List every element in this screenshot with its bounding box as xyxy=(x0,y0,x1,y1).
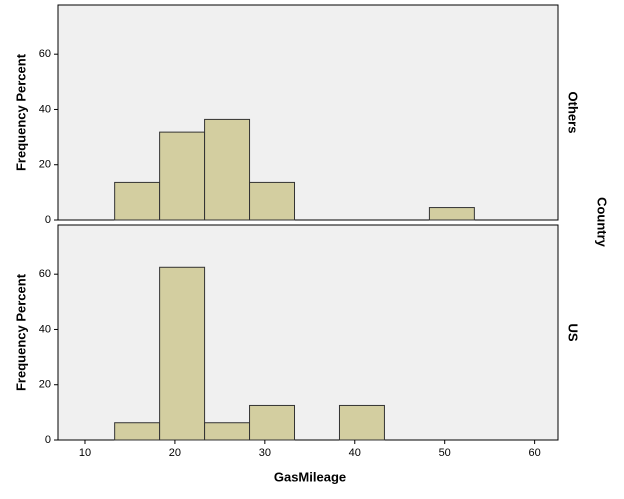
bar xyxy=(249,181,296,221)
bar xyxy=(159,131,206,221)
bar xyxy=(249,404,296,441)
bar xyxy=(114,422,161,441)
y-axis-title: Frequency Percent xyxy=(13,273,28,391)
bar xyxy=(428,207,475,221)
y-tick-label: 40 xyxy=(39,323,51,335)
bar xyxy=(114,181,161,221)
y-tick-label: 20 xyxy=(39,159,51,171)
panel-label: US xyxy=(566,323,581,341)
y-tick-label: 40 xyxy=(39,103,51,115)
panel-background xyxy=(57,224,559,441)
y-tick-label: 0 xyxy=(45,434,51,446)
x-axis-title: GasMileage xyxy=(274,469,346,484)
x-tick-label: 40 xyxy=(349,447,361,459)
x-tick-label: 60 xyxy=(528,447,540,459)
y-tick-label: 20 xyxy=(39,379,51,391)
x-tick-label: 30 xyxy=(259,447,271,459)
bar xyxy=(338,404,385,441)
x-tick-label: 20 xyxy=(169,447,181,459)
y-tick-label: 60 xyxy=(39,268,51,280)
bar xyxy=(204,118,251,221)
bar xyxy=(159,266,206,441)
panel-label: Others xyxy=(566,92,581,134)
y-axis-title: Frequency Percent xyxy=(13,53,28,171)
x-tick-label: 10 xyxy=(79,447,91,459)
x-tick-label: 50 xyxy=(439,447,451,459)
facet-title: Country xyxy=(595,197,610,248)
y-tick-label: 0 xyxy=(45,214,51,226)
bar xyxy=(204,422,251,441)
y-tick-label: 60 xyxy=(39,48,51,60)
